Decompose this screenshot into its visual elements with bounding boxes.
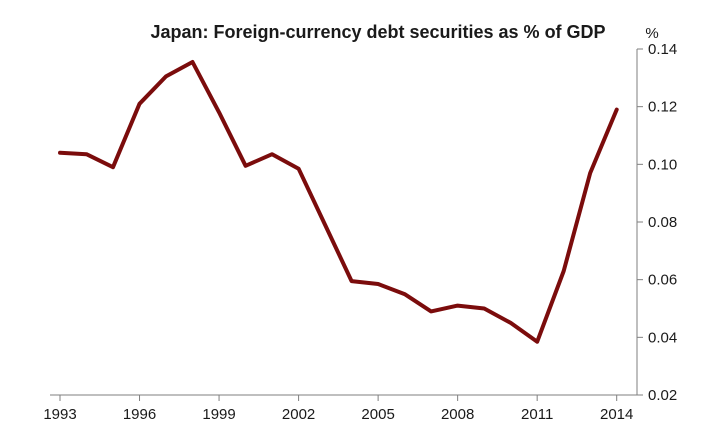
- data-point: [350, 279, 354, 283]
- chart-title: Japan: Foreign-currency debt securities …: [150, 22, 605, 42]
- x-tick-label: 1999: [202, 406, 235, 423]
- x-tick-label: 1993: [43, 406, 76, 423]
- x-tick-label: 1996: [123, 406, 156, 423]
- y-tick-label: 0.14: [648, 41, 677, 58]
- y-axis-ticks: 0.02 0.04 0.06 0.08 0.10 0.12 0.14: [637, 41, 677, 404]
- x-tick-label: 2008: [441, 406, 474, 423]
- data-point: [535, 340, 539, 344]
- x-tick-label: 2002: [282, 406, 315, 423]
- data-point: [85, 152, 88, 156]
- x-tick-label: 2011: [521, 406, 553, 423]
- y-tick-label: 0.02: [648, 387, 677, 404]
- y-tick-label: 0.08: [648, 214, 677, 231]
- y-tick-label: 0.10: [648, 156, 677, 173]
- data-point: [588, 171, 592, 175]
- data-point: [58, 151, 62, 155]
- data-point: [562, 269, 566, 273]
- data-point: [456, 304, 460, 308]
- data-point: [244, 164, 248, 168]
- y-tick-label: 0.04: [648, 329, 677, 346]
- y-tick-label: 0.06: [648, 272, 677, 289]
- data-point: [429, 309, 433, 313]
- series-group: [58, 60, 619, 344]
- data-point: [138, 102, 141, 106]
- data-point: [164, 74, 168, 78]
- data-point: [376, 282, 380, 286]
- data-point: [509, 321, 513, 325]
- data-point: [482, 307, 486, 310]
- y-axis-unit-label: %: [645, 25, 658, 42]
- data-point: [323, 223, 327, 227]
- data-point: [217, 110, 221, 114]
- data-point: [270, 152, 274, 156]
- data-point: [111, 165, 115, 169]
- x-tick-label: 2005: [361, 406, 394, 423]
- data-point: [297, 167, 301, 171]
- data-point: [403, 292, 407, 296]
- series-line: [58, 60, 619, 344]
- x-tick-label: 2014: [600, 406, 633, 423]
- x-axis-ticks: 1993 1996 1999 2002 2005 2008 2011 2014: [43, 395, 633, 423]
- data-point: [191, 60, 194, 64]
- y-tick-label: 0.12: [648, 99, 677, 116]
- data-point: [615, 108, 619, 112]
